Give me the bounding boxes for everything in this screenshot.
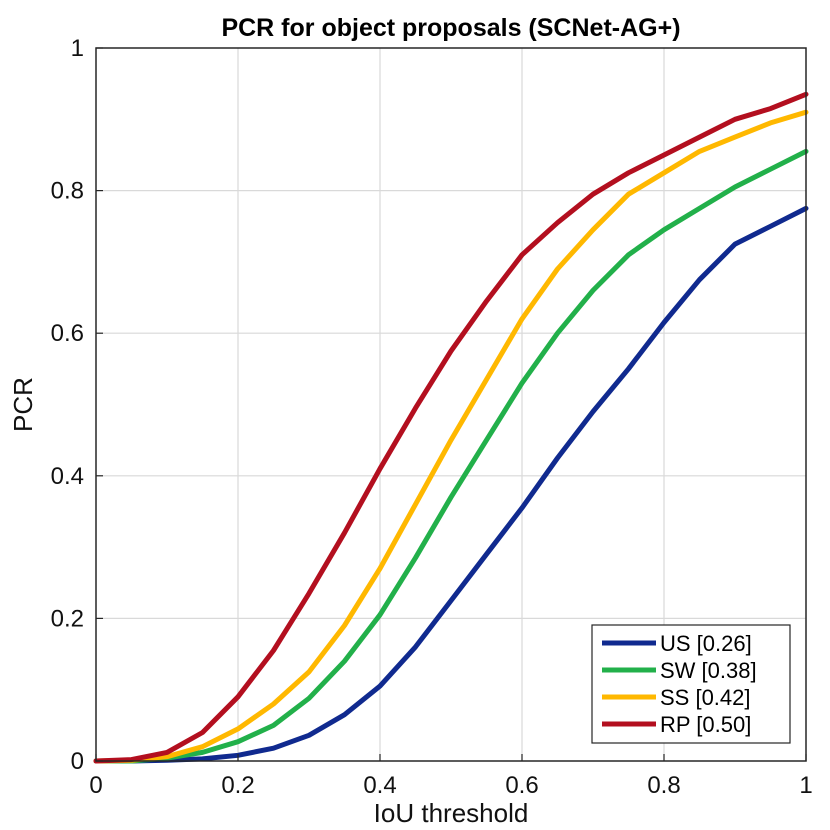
x-tick-label: 1 bbox=[799, 772, 812, 799]
legend-label: RP [0.50] bbox=[660, 712, 751, 737]
series-line-us bbox=[93, 205, 809, 764]
series-line-ss bbox=[93, 109, 809, 764]
y-tick-label: 0.4 bbox=[51, 463, 84, 490]
ticks: 0 0.2 0.4 0.6 0.8 1 0 0.2 0.4 0.6 0.8 1 bbox=[51, 35, 813, 799]
y-tick-label: 0.6 bbox=[51, 320, 84, 347]
y-axis-label: PCR bbox=[8, 377, 38, 432]
x-tick-label: 0.6 bbox=[505, 772, 538, 799]
series-line-sw bbox=[93, 148, 809, 764]
chart-title: PCR for object proposals (SCNet-AG+) bbox=[221, 14, 680, 42]
legend-label: US [0.26] bbox=[660, 631, 752, 656]
y-tick-label: 0 bbox=[71, 748, 84, 775]
series-layer bbox=[93, 91, 809, 764]
x-tick-label: 0.2 bbox=[221, 772, 254, 799]
legend-label: SS [0.42] bbox=[660, 685, 751, 710]
y-tick-label: 1 bbox=[71, 35, 84, 62]
legend: US [0.26]SW [0.38]SS [0.42]RP [0.50] bbox=[591, 624, 791, 744]
axes-box bbox=[95, 47, 807, 762]
x-tick-label: 0 bbox=[89, 772, 102, 799]
x-tick-label: 0.8 bbox=[647, 772, 680, 799]
series-line-rp bbox=[93, 91, 809, 764]
x-tick-label: 0.4 bbox=[363, 772, 396, 799]
grid bbox=[96, 48, 806, 761]
x-axis-label: IoU threshold bbox=[374, 798, 529, 828]
y-tick-label: 0.2 bbox=[51, 605, 84, 632]
legend-label: SW [0.38] bbox=[660, 658, 757, 683]
y-tick-label: 0.8 bbox=[51, 178, 84, 205]
